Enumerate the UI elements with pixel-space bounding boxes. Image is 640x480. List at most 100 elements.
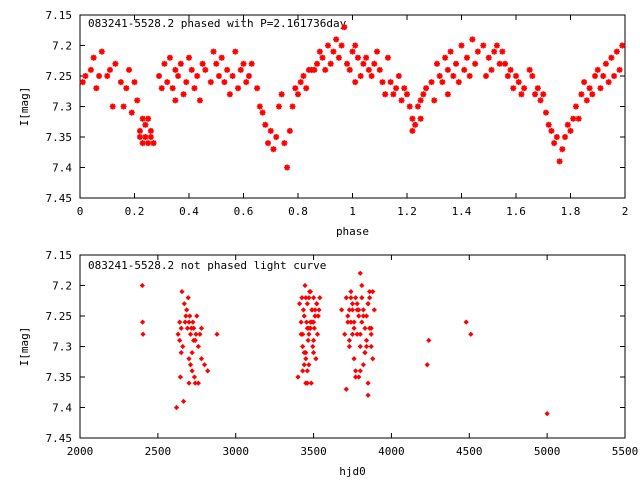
raw-data-point bbox=[345, 313, 351, 319]
phased-data-point bbox=[78, 78, 87, 86]
phased-data-point bbox=[291, 84, 300, 92]
raw-data-point bbox=[349, 301, 356, 307]
phased-data-point bbox=[463, 53, 471, 62]
raw-data-point bbox=[354, 301, 360, 307]
phased-data-point bbox=[286, 127, 294, 135]
phased-data-point bbox=[520, 84, 528, 92]
phased-data-point bbox=[231, 47, 240, 56]
raw-data-point bbox=[307, 288, 314, 295]
phased-data-point bbox=[583, 96, 591, 105]
phased-ytick-label: 7.3 bbox=[52, 101, 72, 114]
raw-ytick-label: 7.35 bbox=[46, 371, 73, 384]
phased-data-point bbox=[487, 66, 496, 74]
raw-data-point bbox=[352, 368, 359, 374]
phased-data-point bbox=[193, 72, 201, 80]
phased-plot-title: 083241-5528.2 phased with P=2.161736day bbox=[88, 17, 347, 30]
phased-data-point bbox=[155, 72, 163, 80]
raw-data-point bbox=[348, 288, 354, 295]
phased-xtick-label: 0.8 bbox=[288, 205, 308, 218]
phased-data-point bbox=[474, 47, 482, 56]
phased-data-point bbox=[444, 90, 452, 99]
phased-data-point bbox=[313, 59, 321, 68]
phased-ytick-label: 7.15 bbox=[46, 9, 73, 22]
phased-data-point bbox=[514, 78, 523, 86]
phased-data-point bbox=[427, 78, 436, 86]
phased-data-point bbox=[397, 96, 406, 105]
phased-data-point bbox=[138, 139, 147, 147]
raw-ytick-label: 7.25 bbox=[46, 310, 73, 323]
phased-data-point bbox=[144, 114, 152, 123]
phased-data-point bbox=[136, 127, 144, 135]
raw-data-point bbox=[306, 325, 312, 331]
raw-data-point bbox=[205, 368, 211, 374]
raw-data-point bbox=[310, 343, 316, 350]
raw-data-point bbox=[185, 295, 191, 301]
phased-data-point bbox=[98, 47, 106, 56]
raw-data-point bbox=[195, 343, 201, 350]
raw-data-point bbox=[342, 331, 348, 337]
phased-data-point bbox=[528, 72, 537, 80]
phased-data-point bbox=[613, 47, 621, 56]
raw-plot-points bbox=[139, 270, 550, 417]
raw-data-point bbox=[310, 349, 317, 356]
raw-data-point bbox=[301, 313, 307, 319]
phased-data-point bbox=[106, 66, 114, 74]
raw-data-point bbox=[365, 380, 371, 386]
phased-data-point bbox=[555, 157, 564, 166]
raw-data-point bbox=[360, 307, 367, 313]
raw-ytick-label: 7.4 bbox=[52, 402, 72, 415]
phased-data-point bbox=[125, 66, 133, 74]
raw-data-point bbox=[182, 319, 188, 325]
phased-data-point bbox=[179, 90, 188, 99]
phased-xtick-label: 0.4 bbox=[179, 205, 199, 218]
raw-data-point bbox=[296, 301, 303, 307]
phased-data-point bbox=[580, 78, 588, 86]
raw-data-point bbox=[310, 319, 317, 325]
phased-data-point bbox=[315, 47, 324, 56]
phased-data-point bbox=[433, 59, 441, 68]
phased-data-point bbox=[438, 78, 447, 86]
phased-data-point bbox=[92, 84, 101, 92]
phased-data-point bbox=[269, 145, 278, 153]
phased-data-point bbox=[395, 72, 403, 80]
raw-data-point bbox=[360, 362, 367, 368]
raw-data-point bbox=[356, 374, 362, 380]
phased-data-point bbox=[138, 114, 147, 123]
raw-data-point bbox=[177, 337, 183, 344]
phased-data-point bbox=[157, 84, 166, 92]
phased-data-point bbox=[294, 90, 302, 99]
phased-data-point bbox=[569, 114, 578, 123]
raw-data-point bbox=[357, 368, 363, 374]
raw-data-point bbox=[368, 343, 374, 350]
phased-data-point bbox=[449, 72, 458, 80]
raw-data-point bbox=[201, 362, 208, 368]
raw-data-point bbox=[352, 295, 359, 301]
phased-data-point bbox=[163, 78, 171, 86]
phased-data-point bbox=[256, 102, 264, 111]
phased-data-point bbox=[544, 121, 553, 129]
raw-data-point bbox=[308, 380, 314, 386]
phased-data-point bbox=[335, 53, 343, 62]
phased-data-point bbox=[171, 96, 180, 105]
raw-data-point bbox=[306, 331, 312, 337]
phased-data-point bbox=[389, 90, 398, 99]
phased-data-point bbox=[245, 72, 253, 80]
raw-data-point bbox=[214, 331, 220, 337]
phased-data-point bbox=[95, 72, 103, 80]
phased-data-point bbox=[160, 59, 169, 68]
raw-data-point bbox=[192, 337, 198, 344]
raw-data-point bbox=[139, 282, 145, 289]
phased-data-point bbox=[280, 139, 289, 147]
raw-data-point bbox=[351, 356, 357, 362]
raw-data-point bbox=[363, 337, 370, 344]
raw-data-point bbox=[178, 325, 184, 331]
raw-data-point bbox=[301, 362, 307, 368]
phased-data-point bbox=[490, 47, 499, 56]
phased-data-point bbox=[419, 90, 428, 99]
raw-data-point bbox=[424, 362, 430, 368]
phased-data-point bbox=[275, 102, 283, 111]
raw-plot-ylabel: I[mag] bbox=[18, 327, 31, 367]
raw-data-point bbox=[356, 313, 362, 319]
raw-xtick-label: 2000 bbox=[67, 445, 94, 458]
phased-data-point bbox=[345, 66, 354, 74]
